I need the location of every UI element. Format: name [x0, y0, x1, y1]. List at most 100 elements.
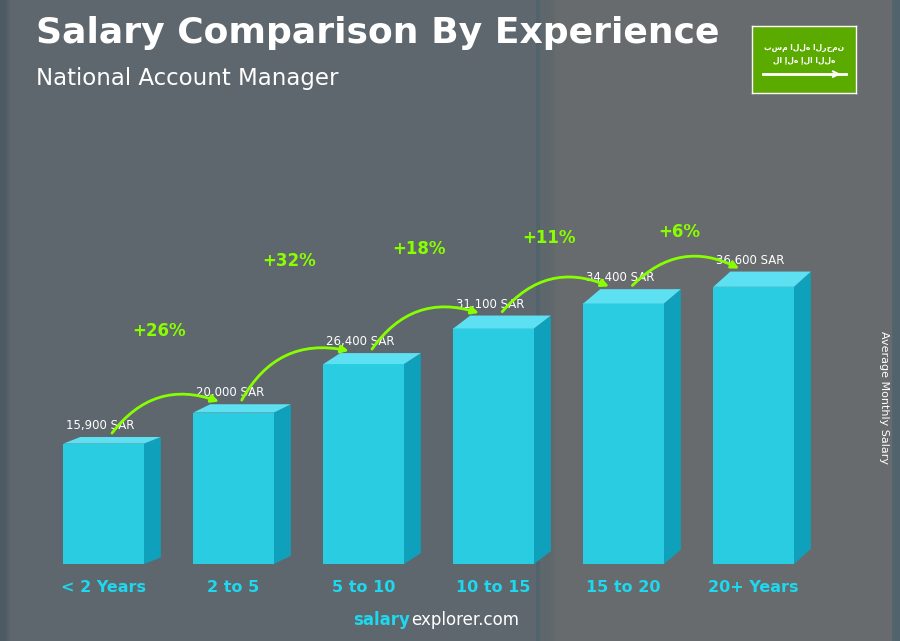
Bar: [557, 0, 873, 641]
Bar: [9, 0, 394, 641]
Bar: [9, 0, 351, 641]
Bar: [7, 0, 221, 641]
Bar: [454, 328, 534, 564]
Text: +6%: +6%: [659, 223, 700, 241]
Bar: [8, 0, 232, 641]
Bar: [6, 0, 59, 641]
Bar: [10, 0, 464, 641]
Bar: [7, 0, 151, 641]
Text: Average Monthly Salary: Average Monthly Salary: [878, 331, 889, 464]
Bar: [558, 0, 891, 641]
Bar: [63, 444, 144, 564]
Bar: [8, 0, 227, 641]
Text: +11%: +11%: [523, 229, 576, 247]
Bar: [6, 0, 76, 641]
Bar: [550, 0, 576, 641]
Bar: [7, 0, 157, 641]
Bar: [10, 0, 470, 641]
Bar: [10, 0, 475, 641]
Bar: [11, 0, 518, 641]
Bar: [8, 0, 254, 641]
Bar: [556, 0, 837, 641]
Polygon shape: [534, 315, 551, 564]
Bar: [553, 0, 675, 641]
Bar: [323, 364, 404, 564]
Bar: [555, 0, 810, 641]
Text: +32%: +32%: [263, 251, 316, 269]
Bar: [553, 0, 702, 641]
Bar: [9, 0, 356, 641]
Bar: [11, 0, 524, 641]
Bar: [9, 0, 405, 641]
Bar: [9, 0, 378, 641]
Text: 26,400 SAR: 26,400 SAR: [326, 335, 394, 348]
Bar: [551, 0, 603, 641]
Bar: [7, 0, 216, 641]
Bar: [6, 0, 49, 641]
Bar: [9, 0, 329, 641]
Bar: [7, 0, 200, 641]
Bar: [9, 0, 367, 641]
Bar: [11, 0, 497, 641]
Bar: [556, 0, 819, 641]
Bar: [554, 0, 738, 641]
Bar: [6, 0, 92, 641]
Bar: [10, 0, 427, 641]
Bar: [7, 0, 140, 641]
Bar: [553, 0, 684, 641]
Bar: [8, 0, 270, 641]
Polygon shape: [194, 404, 291, 413]
Bar: [554, 0, 774, 641]
Bar: [540, 0, 549, 641]
Bar: [551, 0, 612, 641]
Bar: [10, 0, 437, 641]
Polygon shape: [323, 353, 421, 364]
Bar: [9, 0, 400, 641]
Polygon shape: [714, 272, 811, 287]
Bar: [7, 0, 194, 641]
Text: لا إله إلا الله: لا إله إلا الله: [773, 54, 835, 64]
Bar: [10, 0, 410, 641]
Text: 15,900 SAR: 15,900 SAR: [66, 419, 134, 432]
Bar: [554, 0, 765, 641]
Bar: [583, 303, 664, 564]
Bar: [8, 0, 238, 641]
Bar: [6, 0, 124, 641]
Text: National Account Manager: National Account Manager: [36, 67, 338, 90]
Text: Salary Comparison By Experience: Salary Comparison By Experience: [36, 16, 719, 50]
Text: +18%: +18%: [392, 240, 446, 258]
Polygon shape: [404, 353, 421, 564]
Text: 34,400 SAR: 34,400 SAR: [586, 271, 654, 284]
Bar: [554, 0, 720, 641]
Bar: [6, 0, 119, 641]
Bar: [550, 0, 594, 641]
Bar: [552, 0, 648, 641]
Bar: [10, 0, 448, 641]
Bar: [554, 0, 747, 641]
Bar: [9, 0, 373, 641]
Bar: [11, 0, 508, 641]
Bar: [7, 0, 173, 641]
Bar: [10, 0, 443, 641]
Bar: [10, 0, 491, 641]
Bar: [8, 0, 243, 641]
Bar: [8, 0, 275, 641]
Bar: [8, 0, 313, 641]
Bar: [551, 0, 621, 641]
Bar: [8, 0, 308, 641]
Bar: [9, 0, 335, 641]
Bar: [11, 0, 529, 641]
Bar: [10, 0, 459, 641]
Text: +26%: +26%: [132, 322, 186, 340]
Bar: [554, 0, 711, 641]
Bar: [7, 0, 184, 641]
Bar: [552, 0, 657, 641]
Text: 36,600 SAR: 36,600 SAR: [716, 254, 785, 267]
Bar: [552, 0, 666, 641]
Bar: [554, 0, 729, 641]
Bar: [8, 0, 265, 641]
Bar: [557, 0, 864, 641]
Bar: [9, 0, 389, 641]
Bar: [10, 0, 481, 641]
Bar: [7, 0, 135, 641]
